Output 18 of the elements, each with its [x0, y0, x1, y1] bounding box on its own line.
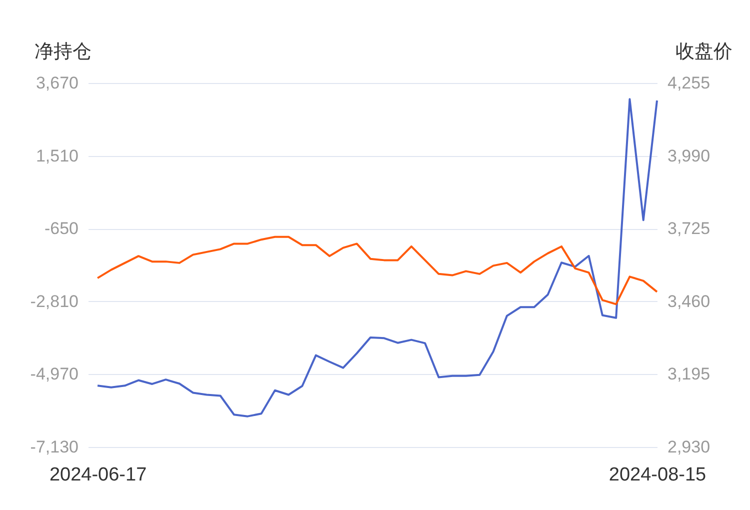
- y2-tick-label: 2,930: [668, 438, 710, 456]
- x-tick-label: 2024-06-17: [49, 464, 147, 486]
- x-tick-label: 2024-08-15: [608, 464, 706, 486]
- y-tick-label: -4,970: [30, 364, 78, 384]
- line-series: [96, 98, 658, 418]
- y-tick-label: 1,510: [36, 146, 78, 166]
- y2-tick-label: 3,195: [668, 364, 710, 384]
- y-tick-label: -7,130: [30, 438, 78, 456]
- y-axis-title: 净持仓: [34, 42, 92, 62]
- line-series: [96, 236, 658, 306]
- y-tick-label: -2,810: [30, 292, 78, 311]
- y-tick-label: -650: [44, 219, 78, 238]
- y2-tick-label: 3,990: [668, 146, 710, 166]
- y2-tick-label: 3,460: [668, 292, 710, 311]
- y2-tick-label: 3,725: [668, 219, 710, 238]
- y2-tick-label: 4,255: [668, 74, 710, 92]
- y-tick-label: 3,670: [36, 74, 78, 92]
- y2-axis-title: 收盘价: [676, 42, 732, 62]
